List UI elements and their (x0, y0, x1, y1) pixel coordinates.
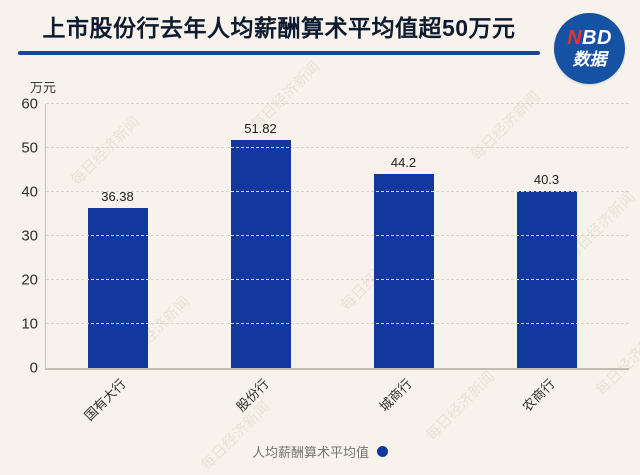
nbd-logo-subtitle: 数据 (572, 50, 607, 70)
title-underline (18, 51, 540, 55)
nbd-logo-brand-n: N (567, 27, 583, 50)
x-tick-label: 城商行 (377, 376, 416, 415)
nbd-logo: NBD 数据 (554, 13, 625, 84)
gridline (46, 147, 629, 148)
x-tick-label: 农商行 (520, 376, 559, 415)
bar-国有大行 (87, 207, 148, 368)
y-tick-label: 0 (29, 359, 38, 377)
y-tick-label: 30 (21, 227, 38, 245)
bar-value-label: 51.82 (244, 121, 277, 136)
y-tick-label: 20 (21, 271, 38, 289)
gridline (46, 279, 629, 280)
y-tick-label: 60 (21, 95, 38, 113)
legend: 人均薪酬算术平均值 (0, 442, 640, 461)
x-tick-label: 股份行 (234, 376, 273, 415)
page-title: 上市股份行去年人均薪酬算术平均值超50万元 (42, 15, 516, 41)
press-watermark: 每日经济新闻 (422, 368, 499, 445)
y-tick-label: 50 (21, 139, 38, 157)
legend-marker-icon (377, 446, 388, 457)
gridline (46, 323, 629, 324)
bar-value-label: 44.2 (390, 154, 417, 170)
y-axis-unit-label: 万元 (30, 80, 57, 95)
gridline (46, 235, 629, 236)
bar-城商行 (373, 173, 434, 368)
bar-slot: 40.3 (475, 104, 618, 368)
bar-slot: 36.38 (46, 104, 189, 368)
bar-value-label: 40.3 (533, 171, 560, 187)
x-tick-label: 国有大行 (81, 376, 130, 424)
bar-slot: 44.2 (332, 104, 475, 368)
y-tick-label: 40 (21, 183, 38, 201)
y-axis-ticks: 0 10 20 30 40 50 60 (0, 96, 38, 377)
bar-股份行 (230, 140, 291, 368)
gridline (46, 191, 629, 192)
bar-series: 36.38 51.82 44.2 40.3 (46, 104, 618, 368)
bar-value-label: 36.38 (101, 188, 134, 204)
nbd-logo-brand: NBD (567, 28, 612, 49)
gridline (46, 103, 629, 104)
y-tick-label: 10 (21, 315, 38, 333)
plot-area: 36.38 51.82 44.2 40.3 (45, 103, 629, 370)
legend-label: 人均薪酬算术平均值 (251, 445, 369, 460)
nbd-logo-brand-bd: BD (582, 27, 612, 50)
press-watermark: 每日经济新闻 (197, 398, 274, 475)
bar-slot: 51.82 (189, 104, 332, 368)
